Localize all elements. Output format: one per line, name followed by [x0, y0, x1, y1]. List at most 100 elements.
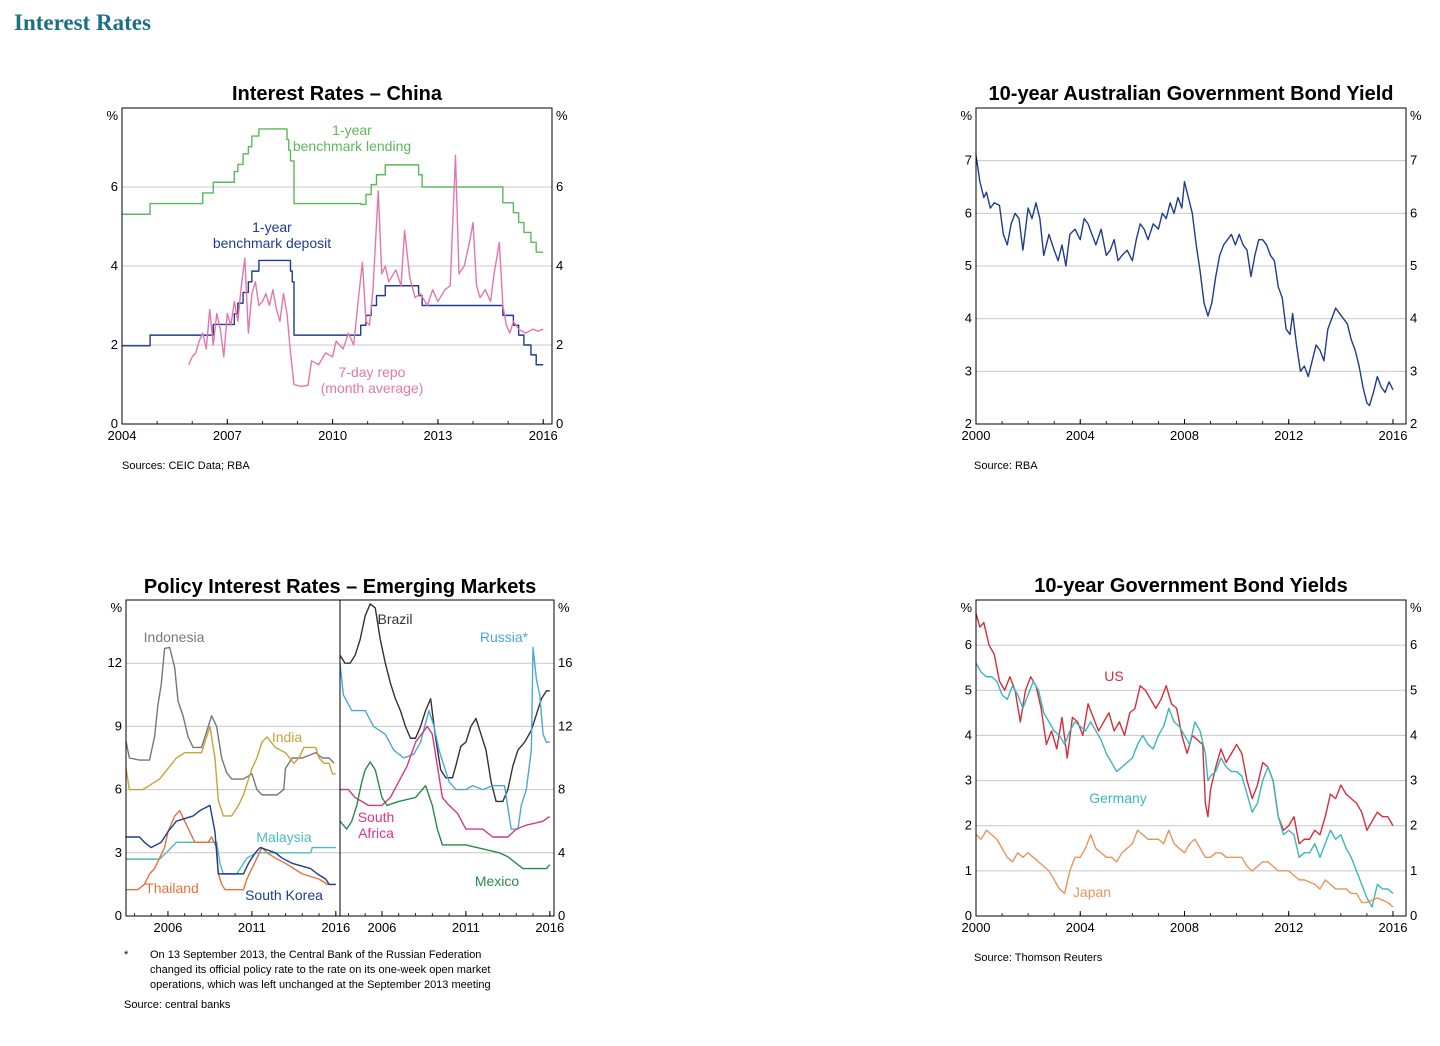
chart-title: Policy Interest Rates – Emerging Markets	[144, 576, 536, 598]
y-tick-label-left: 3	[965, 773, 972, 788]
x-tick-label: 2006	[153, 920, 182, 935]
y-tick-label-left: 4	[965, 727, 972, 742]
y-tick-label-left: 0	[965, 908, 972, 923]
y-tick-label-left: 2	[965, 818, 972, 833]
footnote-line: operations, which was left unchanged at …	[150, 979, 491, 991]
x-tick-label: 2016	[321, 920, 350, 935]
y-unit-right: %	[556, 108, 568, 123]
y-tick-label-right: 3	[1410, 363, 1417, 378]
chart-australia: 10-year Australian Government Bond Yield…	[950, 78, 1430, 478]
x-tick-label: 2010	[318, 428, 347, 443]
y-tick-label-left: 0	[115, 908, 122, 923]
series-line-south-korea	[126, 804, 336, 886]
plot-frame	[121, 107, 553, 425]
page-title: Interest Rates	[14, 10, 151, 35]
series-label-brazil: Brazil	[377, 611, 412, 627]
y-tick-label-left: 4	[111, 258, 118, 273]
series-line-germany	[975, 662, 1394, 908]
x-tick-label: 2004	[108, 428, 137, 443]
series-label-thailand: Thailand	[145, 880, 199, 896]
y-tick-label-right: 4	[556, 258, 563, 273]
y-tick-label-left: 3	[115, 845, 122, 860]
plot-frame	[975, 599, 1407, 917]
chart-global-svg: 10-year Government Bond Yields% % 0 0 1 1 2 2 3 3…	[960, 575, 1422, 964]
y-tick-label-right: 2	[1410, 416, 1417, 431]
x-tick-label: 2011	[238, 920, 266, 935]
series-line-brazil	[339, 603, 550, 803]
x-tick-label: 2007	[213, 428, 242, 443]
series-line-mexico	[339, 761, 551, 870]
x-tick-label: 2013	[423, 428, 452, 443]
series-label-mexico: Mexico	[475, 873, 520, 889]
y-tick-label-left: 9	[115, 718, 122, 733]
y-tick-label-left: 12	[108, 655, 122, 670]
source-note: Sources: CEIC Data; RBA	[122, 460, 250, 472]
x-tick-label: 2011	[452, 920, 480, 935]
y-tick-label-left: 1	[965, 863, 972, 878]
series-line-indonesia	[125, 646, 335, 796]
x-tick-label: 2016	[1379, 428, 1408, 443]
footnote-marker: *	[124, 949, 129, 961]
y-tick-label-right: 5	[1410, 258, 1417, 273]
y-tick-label-right: 0	[556, 416, 563, 431]
source-note: Source: RBA	[974, 460, 1038, 472]
y-tick-label-right: 1	[1410, 863, 1417, 878]
series-line-russia	[339, 646, 550, 830]
x-tick-label: 2004	[1066, 920, 1095, 935]
series-label-1-year-benchmark-deposit: benchmark deposit	[213, 235, 331, 251]
series-line-thailand	[126, 809, 336, 891]
x-tick-label: 2000	[962, 428, 991, 443]
x-tick-label: 2004	[1066, 428, 1095, 443]
x-tick-label: 2012	[1274, 920, 1303, 935]
series-label-7-day-repo-month-average: 7-day repo	[339, 364, 406, 380]
y-tick-label-left: 7	[965, 153, 972, 168]
y-tick-label-right: 6	[1410, 205, 1417, 220]
series-label-south-korea: South Korea	[245, 887, 323, 903]
chart-australia-svg: 10-year Australian Government Bond Yield…	[960, 83, 1422, 472]
series-label-germany: Germany	[1089, 790, 1147, 806]
chart-title: 10-year Australian Government Bond Yield	[989, 83, 1394, 105]
y-tick-label-right: 4	[558, 845, 565, 860]
series-label-7-day-repo-month-average: (month average)	[321, 380, 424, 396]
series-line-japan	[975, 829, 1394, 908]
series-line-south-africa	[340, 725, 550, 838]
y-unit-right: %	[1410, 600, 1422, 615]
y-tick-label-left: 0	[111, 416, 118, 431]
series-label-india: India	[272, 729, 303, 745]
x-tick-label: 2008	[1170, 920, 1199, 935]
y-tick-label-right: 7	[1410, 153, 1417, 168]
y-tick-label-right: 3	[1410, 773, 1417, 788]
source-note: Source: Thomson Reuters	[974, 952, 1103, 964]
y-unit-right: %	[1410, 108, 1422, 123]
series-line-us	[975, 613, 1394, 845]
series-label-japan: Japan	[1073, 884, 1111, 900]
series-line-malaysia	[126, 841, 336, 875]
y-unit-right: %	[558, 600, 570, 615]
footnote-line: On 13 September 2013, the Central Bank o…	[150, 949, 481, 961]
y-unit-left: %	[110, 600, 122, 615]
y-tick-label-left: 6	[965, 637, 972, 652]
series-label-1-year-benchmark-lending: benchmark lending	[293, 138, 411, 154]
y-tick-label-right: 8	[558, 782, 565, 797]
y-tick-label-right: 4	[1410, 311, 1417, 326]
series-label-south-africa: South	[358, 809, 395, 825]
y-tick-label-right: 0	[1410, 908, 1417, 923]
y-tick-label-left: 6	[111, 179, 118, 194]
y-unit-left: %	[960, 108, 972, 123]
chart-emerging-svg: Policy Interest Rates – Emerging Markets…	[108, 576, 573, 1011]
chart-title: 10-year Government Bond Yields	[1034, 575, 1347, 597]
source-note: Source: central banks	[124, 999, 231, 1011]
y-tick-label-left: 2	[965, 416, 972, 431]
x-tick-label: 2016	[535, 920, 564, 935]
chart-title: Interest Rates – China	[232, 83, 443, 105]
y-tick-label-right: 0	[558, 908, 565, 923]
x-tick-label: 2016	[529, 428, 558, 443]
series-label-malaysia: Malaysia	[256, 829, 311, 845]
y-tick-label-left: 6	[115, 782, 122, 797]
series-line-1-year-benchmark-lending	[122, 128, 544, 253]
chart-global: 10-year Government Bond Yields%% 0 0 1 1 2 2 3 3…	[950, 570, 1430, 970]
y-unit-left: %	[106, 108, 118, 123]
plot-frame	[975, 107, 1407, 425]
series-label-1-year-benchmark-lending: 1-year	[332, 122, 372, 138]
y-tick-label-right: 5	[1410, 682, 1417, 697]
